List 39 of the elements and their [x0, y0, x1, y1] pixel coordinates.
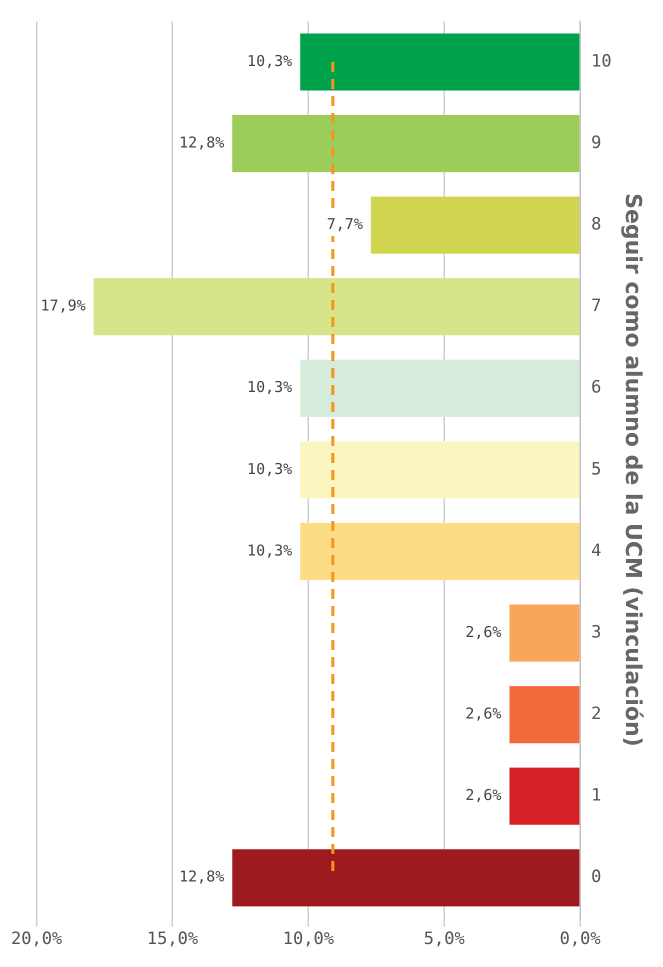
y-tick-label: 6 [591, 378, 602, 398]
x-tick-label: 0,0% [560, 929, 601, 950]
x-tick-label: 10,0% [282, 929, 334, 950]
bar [232, 849, 580, 906]
bar [94, 278, 580, 336]
data-label: 2,6% [465, 622, 502, 641]
bar [370, 196, 580, 254]
data-label: 2,6% [465, 786, 502, 804]
y-axis-title: Seguir como alumno de la UCM (vinculación) [620, 193, 646, 747]
x-tick-label: 20,0% [10, 929, 62, 950]
y-tick-label: 1 [591, 786, 602, 806]
bar [232, 115, 580, 172]
y-tick-label: 2 [591, 704, 602, 724]
bar [509, 686, 580, 744]
y-tick-label: 5 [591, 459, 602, 480]
data-label: 12,8% [179, 868, 224, 886]
data-label: 10,3% [247, 460, 292, 478]
bar [300, 33, 580, 91]
bar [509, 768, 580, 825]
y-tick-label: 8 [591, 214, 602, 235]
data-label: 7,7% [326, 215, 363, 234]
y-tick-label: 10 [591, 51, 612, 72]
data-label: 10,3% [247, 52, 292, 70]
data-label: 10,3% [247, 378, 292, 396]
data-label: 10,3% [247, 541, 292, 560]
bar [300, 441, 580, 498]
bar [300, 522, 580, 580]
bar [509, 604, 580, 662]
y-tick-label: 0 [591, 867, 602, 888]
x-tick-label: 15,0% [146, 929, 198, 950]
data-label: 12,8% [179, 133, 224, 152]
data-label: 2,6% [465, 704, 502, 723]
y-tick-label: 7 [591, 296, 602, 316]
y-tick-label: 3 [591, 622, 602, 642]
x-tick-label: 5,0% [424, 929, 465, 950]
bar [300, 360, 580, 417]
y-tick-label: 4 [591, 540, 602, 561]
data-label: 17,9% [40, 296, 86, 315]
y-tick-label: 9 [591, 132, 602, 153]
